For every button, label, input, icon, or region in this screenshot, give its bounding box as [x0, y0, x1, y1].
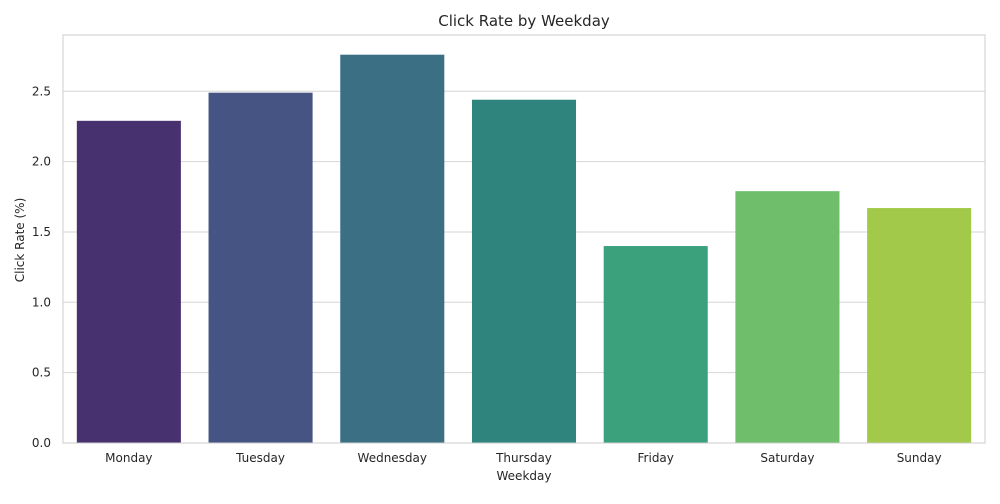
y-tick-label: 2.0: [32, 155, 51, 169]
y-tick-label: 0.0: [32, 436, 51, 450]
y-tick-label: 2.5: [32, 84, 51, 98]
bar-wednesday: [340, 54, 445, 443]
y-axis-label: Click Rate (%): [13, 198, 27, 283]
bar-friday: [603, 246, 708, 443]
bar-monday: [76, 120, 181, 444]
bar-tuesday: [208, 92, 313, 443]
x-tick-labels: Monday Tuesday Wednesday Thursday Friday Satu…: [105, 451, 941, 465]
x-tick-label: Sunday: [897, 451, 942, 465]
y-tick-label: 1.0: [32, 295, 51, 309]
y-tick-labels: 0.0 0.5 1.0 1.5 2.0 2.5: [32, 84, 51, 450]
bar-sunday: [867, 208, 972, 443]
y-tick-label: 1.5: [32, 225, 51, 239]
bars: [76, 54, 972, 444]
y-tick-label: 0.5: [32, 366, 51, 380]
chart-title: Click Rate by Weekday: [438, 12, 610, 30]
x-tick-label: Monday: [105, 451, 152, 465]
x-tick-label: Thursday: [495, 451, 552, 465]
x-tick-label: Friday: [638, 451, 674, 465]
x-tick-label: Tuesday: [235, 451, 285, 465]
bar-saturday: [735, 191, 840, 443]
bar-thursday: [471, 99, 577, 444]
x-axis-label: Weekday: [497, 469, 552, 483]
plot-frame: [62, 34, 986, 444]
x-tick-label: Saturday: [760, 451, 814, 465]
x-tick-label: Wednesday: [358, 451, 427, 465]
